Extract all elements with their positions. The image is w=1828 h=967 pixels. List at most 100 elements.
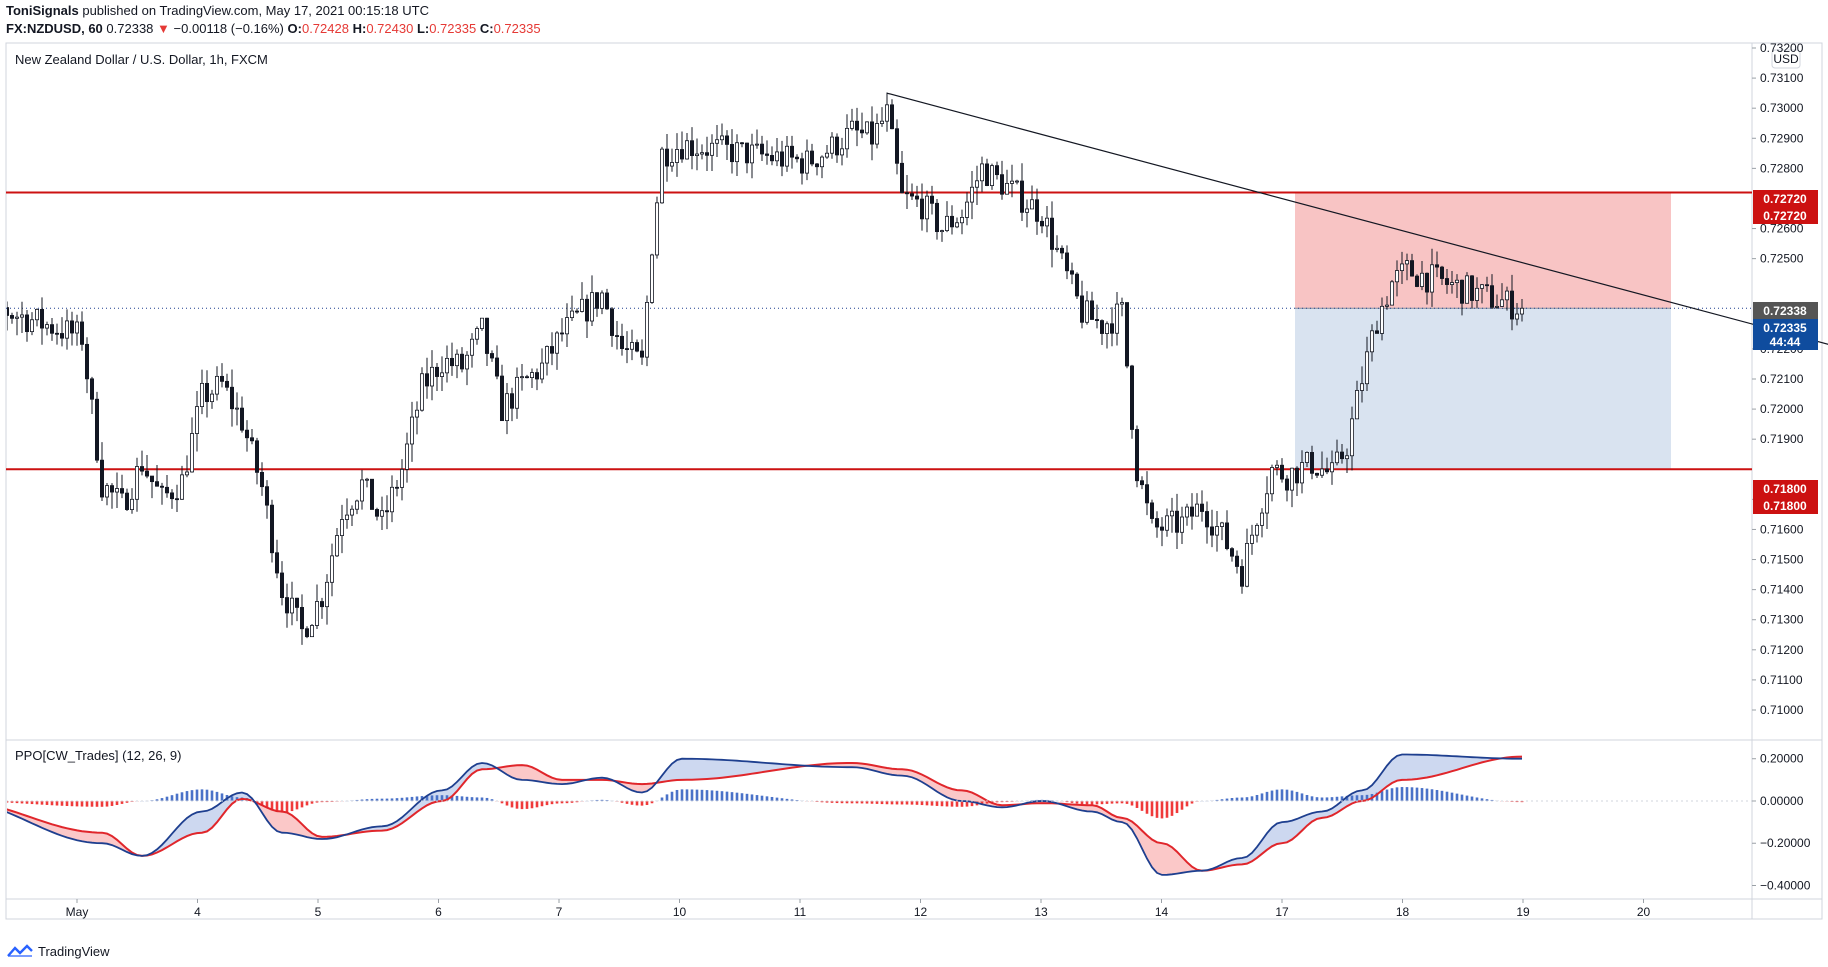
- candle[interactable]: [1180, 506, 1185, 544]
- candle[interactable]: [184, 455, 189, 478]
- candle[interactable]: [1430, 248, 1435, 307]
- candle[interactable]: [1315, 472, 1320, 479]
- candle[interactable]: [565, 303, 570, 347]
- candle[interactable]: [615, 320, 620, 350]
- candle[interactable]: [269, 499, 274, 563]
- candle[interactable]: [935, 198, 940, 240]
- candle[interactable]: [159, 482, 164, 505]
- candle[interactable]: [750, 133, 755, 179]
- candle[interactable]: [1280, 458, 1285, 483]
- candle[interactable]: [35, 308, 40, 327]
- candle[interactable]: [349, 505, 354, 526]
- candle[interactable]: [840, 137, 845, 166]
- candle[interactable]: [169, 489, 174, 509]
- candle[interactable]: [359, 469, 364, 510]
- candle[interactable]: [174, 484, 179, 512]
- candle[interactable]: [1415, 274, 1420, 288]
- candle[interactable]: [1225, 510, 1230, 551]
- candle[interactable]: [464, 351, 469, 386]
- candle[interactable]: [535, 368, 540, 391]
- candle[interactable]: [469, 333, 474, 368]
- candle[interactable]: [289, 581, 294, 626]
- candle[interactable]: [1360, 366, 1365, 403]
- candle[interactable]: [110, 483, 115, 509]
- candle[interactable]: [545, 345, 550, 376]
- candle[interactable]: [504, 383, 509, 435]
- candle[interactable]: [570, 295, 575, 322]
- candle[interactable]: [1185, 503, 1190, 526]
- candle[interactable]: [1235, 550, 1240, 574]
- candle[interactable]: [930, 185, 935, 215]
- candle[interactable]: [1375, 320, 1380, 334]
- candle[interactable]: [1295, 466, 1300, 496]
- candle[interactable]: [1030, 185, 1035, 210]
- candle[interactable]: [1065, 245, 1070, 280]
- candle[interactable]: [605, 288, 610, 310]
- candle[interactable]: [414, 401, 419, 435]
- candle[interactable]: [585, 294, 590, 339]
- candle[interactable]: [1025, 199, 1030, 228]
- candle[interactable]: [1425, 272, 1430, 305]
- candle[interactable]: [730, 129, 735, 174]
- candle[interactable]: [1175, 493, 1180, 549]
- candle[interactable]: [324, 574, 329, 625]
- candle[interactable]: [1215, 510, 1220, 552]
- candle[interactable]: [139, 450, 144, 476]
- candle[interactable]: [780, 140, 785, 177]
- candle[interactable]: [224, 373, 229, 391]
- candle[interactable]: [1310, 445, 1315, 480]
- candle[interactable]: [24, 309, 29, 342]
- candle[interactable]: [950, 205, 955, 235]
- candle[interactable]: [75, 314, 80, 346]
- candle[interactable]: [459, 347, 464, 373]
- candle[interactable]: [1400, 251, 1405, 284]
- candle[interactable]: [575, 308, 580, 314]
- candle[interactable]: [1250, 524, 1255, 555]
- candle[interactable]: [40, 297, 45, 345]
- candle[interactable]: [740, 141, 745, 148]
- candle[interactable]: [895, 119, 900, 175]
- candle[interactable]: [970, 171, 975, 220]
- candle[interactable]: [1260, 508, 1265, 538]
- candle[interactable]: [865, 121, 870, 135]
- candle[interactable]: [1110, 307, 1115, 347]
- candle[interactable]: [625, 331, 630, 364]
- candle[interactable]: [520, 363, 525, 391]
- candle[interactable]: [835, 133, 840, 163]
- candle[interactable]: [1320, 451, 1325, 479]
- candle[interactable]: [1085, 291, 1090, 325]
- candle[interactable]: [1370, 324, 1375, 362]
- candle[interactable]: [249, 429, 254, 445]
- candle[interactable]: [810, 143, 815, 167]
- candle[interactable]: [1135, 425, 1140, 488]
- candle[interactable]: [125, 488, 130, 511]
- candle[interactable]: [685, 133, 690, 160]
- candle[interactable]: [474, 326, 479, 345]
- candle[interactable]: [1040, 216, 1045, 234]
- candle[interactable]: [1345, 448, 1350, 473]
- candle[interactable]: [29, 312, 34, 336]
- candle[interactable]: [1050, 201, 1055, 268]
- candle[interactable]: [424, 357, 429, 399]
- candle[interactable]: [264, 480, 269, 519]
- candle[interactable]: [399, 459, 404, 501]
- candle[interactable]: [1495, 294, 1500, 309]
- candle[interactable]: [1190, 493, 1195, 530]
- candle[interactable]: [660, 146, 665, 204]
- candle[interactable]: [279, 561, 284, 606]
- candle[interactable]: [995, 161, 1000, 180]
- currency-button[interactable]: USD: [1771, 49, 1801, 69]
- candle[interactable]: [1090, 291, 1095, 320]
- candle[interactable]: [1045, 205, 1050, 238]
- candle[interactable]: [1300, 450, 1305, 494]
- candle[interactable]: [705, 136, 710, 172]
- candle[interactable]: [960, 209, 965, 235]
- candle[interactable]: [670, 148, 675, 172]
- candle[interactable]: [149, 475, 154, 499]
- candle[interactable]: [1000, 160, 1005, 200]
- candle[interactable]: [955, 217, 960, 229]
- candle[interactable]: [95, 391, 100, 463]
- candle[interactable]: [284, 583, 289, 628]
- candle[interactable]: [1480, 284, 1485, 304]
- candle[interactable]: [419, 367, 424, 412]
